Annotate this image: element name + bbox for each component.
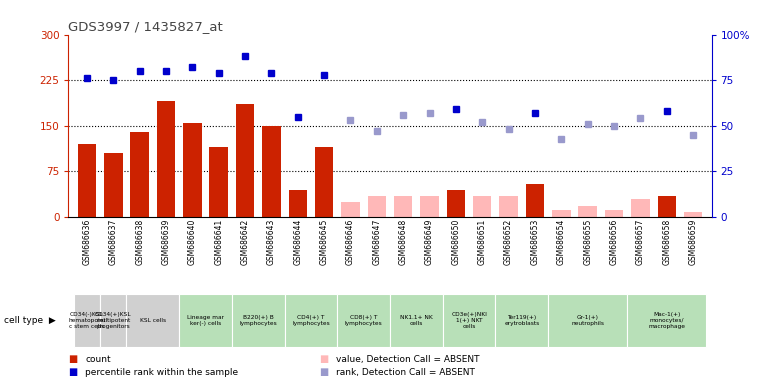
Text: GSM686654: GSM686654 [557, 219, 566, 265]
Text: GSM686658: GSM686658 [662, 219, 671, 265]
Bar [130, 132, 149, 217]
Bar [179, 294, 232, 347]
Bar [499, 196, 517, 217]
Bar [315, 147, 333, 217]
Text: CD3e(+)NKI
1(+) NKT
cells: CD3e(+)NKI 1(+) NKT cells [451, 312, 487, 329]
Bar [236, 104, 254, 217]
Text: GSM686656: GSM686656 [610, 219, 619, 265]
Text: Ter119(+)
erytroblasts: Ter119(+) erytroblasts [504, 315, 540, 326]
Text: GSM686648: GSM686648 [399, 219, 408, 265]
Text: Mac-1(+)
monocytes/
macrophage: Mac-1(+) monocytes/ macrophage [648, 312, 685, 329]
Text: B220(+) B
lymphocytes: B220(+) B lymphocytes [240, 315, 277, 326]
Bar [263, 126, 281, 217]
Bar [684, 212, 702, 217]
Bar [126, 294, 179, 347]
Bar [447, 190, 465, 217]
Bar [157, 101, 175, 217]
Text: Lineage mar
ker(-) cells: Lineage mar ker(-) cells [187, 315, 224, 326]
Text: GSM686644: GSM686644 [293, 219, 302, 265]
Text: rank, Detection Call = ABSENT: rank, Detection Call = ABSENT [336, 368, 475, 377]
Bar [341, 202, 360, 217]
Text: GSM686640: GSM686640 [188, 219, 197, 265]
Bar [104, 153, 123, 217]
Text: GSM686643: GSM686643 [267, 219, 276, 265]
Bar [285, 294, 337, 347]
Text: GSM686655: GSM686655 [583, 219, 592, 265]
Text: GSM686636: GSM686636 [82, 219, 91, 265]
Text: GSM686649: GSM686649 [425, 219, 434, 265]
Text: GSM686653: GSM686653 [530, 219, 540, 265]
Bar [495, 294, 548, 347]
Bar [394, 196, 412, 217]
Text: GSM686652: GSM686652 [504, 219, 513, 265]
Bar [183, 123, 202, 217]
Text: percentile rank within the sample: percentile rank within the sample [85, 368, 238, 377]
Text: CD4(+) T
lymphocytes: CD4(+) T lymphocytes [292, 315, 330, 326]
Bar [473, 196, 492, 217]
Text: GSM686650: GSM686650 [451, 219, 460, 265]
Bar [658, 196, 676, 217]
Text: Gr-1(+)
neutrophils: Gr-1(+) neutrophils [572, 315, 604, 326]
Bar [605, 210, 623, 217]
Text: ■: ■ [320, 354, 329, 364]
Bar [232, 294, 285, 347]
Text: cell type  ▶: cell type ▶ [4, 316, 56, 325]
Text: value, Detection Call = ABSENT: value, Detection Call = ABSENT [336, 354, 480, 364]
Text: KSL cells: KSL cells [140, 318, 166, 323]
Text: CD34(-)KSL
hematopoiet
c stem cells: CD34(-)KSL hematopoiet c stem cells [68, 312, 106, 329]
Text: ■: ■ [68, 367, 78, 377]
Bar [390, 294, 443, 347]
Bar [443, 294, 495, 347]
Text: GSM686637: GSM686637 [109, 219, 118, 265]
Text: GDS3997 / 1435827_at: GDS3997 / 1435827_at [68, 20, 223, 33]
Text: GSM686645: GSM686645 [320, 219, 329, 265]
Bar [100, 294, 126, 347]
Bar [631, 199, 650, 217]
Bar [368, 196, 386, 217]
Bar [74, 294, 100, 347]
Bar [420, 196, 439, 217]
Bar [552, 210, 571, 217]
Bar [337, 294, 390, 347]
Bar [548, 294, 627, 347]
Text: GSM686651: GSM686651 [478, 219, 487, 265]
Bar [627, 294, 706, 347]
Text: ■: ■ [68, 354, 78, 364]
Text: count: count [85, 354, 111, 364]
Text: GSM686639: GSM686639 [161, 219, 170, 265]
Text: GSM686659: GSM686659 [689, 219, 698, 265]
Bar [288, 190, 307, 217]
Bar [526, 184, 544, 217]
Text: ■: ■ [320, 367, 329, 377]
Text: GSM686646: GSM686646 [346, 219, 355, 265]
Text: CD8(+) T
lymphocytes: CD8(+) T lymphocytes [345, 315, 383, 326]
Text: NK1.1+ NK
cells: NK1.1+ NK cells [400, 315, 433, 326]
Text: GSM686647: GSM686647 [372, 219, 381, 265]
Bar [209, 147, 228, 217]
Text: GSM686657: GSM686657 [636, 219, 645, 265]
Bar [578, 206, 597, 217]
Text: GSM686642: GSM686642 [240, 219, 250, 265]
Text: GSM686641: GSM686641 [214, 219, 223, 265]
Bar [78, 144, 96, 217]
Text: GSM686638: GSM686638 [135, 219, 144, 265]
Text: CD34(+)KSL
multipotent
progenitors: CD34(+)KSL multipotent progenitors [95, 312, 132, 329]
